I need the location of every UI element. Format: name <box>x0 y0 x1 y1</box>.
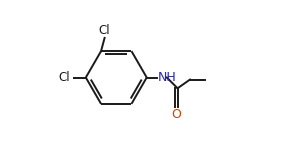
Text: O: O <box>171 108 181 121</box>
Text: NH: NH <box>158 71 176 84</box>
Text: Cl: Cl <box>99 24 110 37</box>
Text: Cl: Cl <box>58 71 70 84</box>
